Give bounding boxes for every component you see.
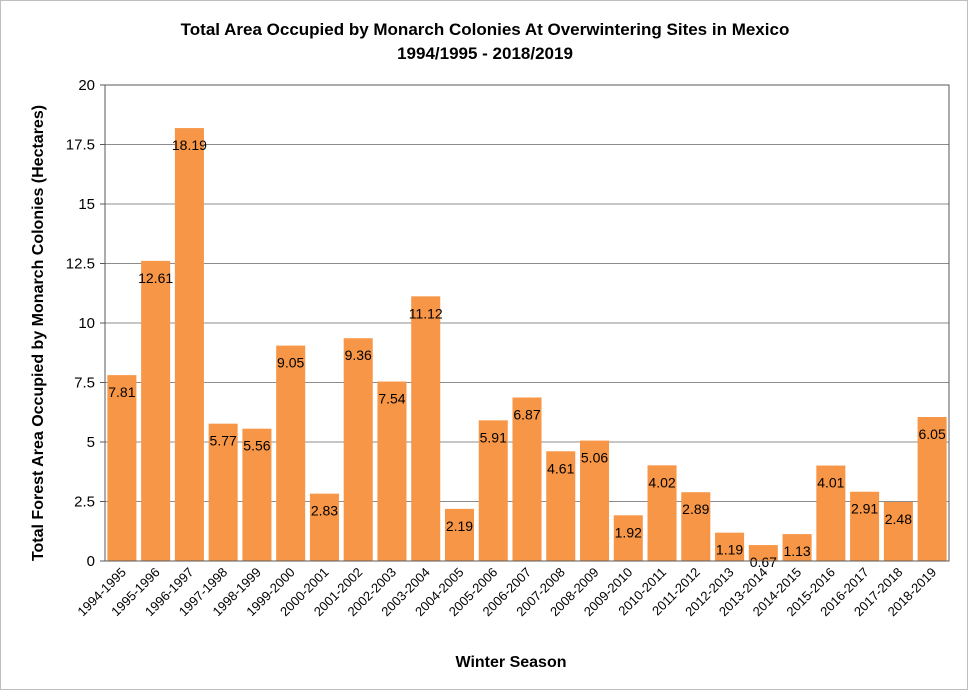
data-label: 4.01 — [817, 475, 844, 491]
y-tick-label: 17.5 — [66, 137, 95, 154]
data-label: 2.19 — [446, 518, 473, 534]
y-tick-label: 12.5 — [66, 256, 95, 273]
bar — [276, 345, 306, 561]
data-label: 4.61 — [547, 460, 574, 476]
data-label: 6.05 — [918, 426, 945, 442]
bar — [343, 338, 373, 561]
bar — [512, 397, 542, 561]
y-tick-label: 15 — [78, 196, 95, 213]
bar — [242, 428, 272, 561]
y-axis-ticks: 0 2.5 5 7.5 10 12.5 15 17.5 20 — [66, 77, 105, 570]
data-label: 2.48 — [885, 511, 912, 527]
y-tick-label: 20 — [78, 77, 95, 94]
data-label: 7.54 — [378, 391, 405, 407]
data-label: 2.83 — [311, 503, 338, 519]
bar — [309, 493, 339, 561]
data-label: 7.81 — [108, 384, 135, 400]
y-axis-title: Total Forest Area Occupied by Monarch Co… — [30, 105, 47, 561]
data-label: 1.19 — [716, 542, 743, 558]
bar — [546, 451, 576, 561]
y-tick-label: 7.5 — [74, 375, 95, 392]
data-label: 11.12 — [409, 305, 443, 321]
data-label: 5.56 — [243, 438, 270, 454]
bar — [883, 501, 913, 561]
bar — [208, 423, 238, 561]
chart-subtitle: 1994/1995 - 2018/2019 — [397, 44, 573, 63]
bar — [917, 417, 947, 561]
y-tick-label: 5 — [87, 434, 95, 451]
bar — [444, 508, 474, 561]
x-axis-title: Winter Season — [456, 654, 567, 671]
data-label: 4.02 — [648, 474, 675, 490]
bar — [715, 532, 745, 561]
y-tick-label: 0 — [87, 553, 95, 570]
bar — [816, 465, 846, 561]
data-label: 1.13 — [783, 543, 810, 559]
bar — [782, 534, 812, 561]
bar — [411, 296, 441, 561]
data-label: 2.91 — [851, 501, 878, 517]
bar — [850, 491, 880, 561]
bar — [681, 492, 711, 561]
plot-area-border — [104, 84, 950, 562]
bars — [107, 128, 947, 561]
bar — [748, 545, 778, 561]
data-labels: 7.81 12.61 18.19 5.77 5.56 9.05 2.83 9.36 7.54 11… — [108, 137, 946, 570]
bar — [613, 515, 643, 561]
data-label: 12.61 — [138, 270, 173, 286]
data-label: 9.36 — [345, 347, 372, 363]
bar — [107, 375, 137, 561]
bar — [478, 420, 508, 561]
data-label: 5.77 — [210, 433, 237, 449]
x-axis-ticks: 1994-19951995-19961996-19971997-19981998… — [74, 565, 939, 620]
data-label: 1.92 — [615, 524, 642, 540]
data-label: 6.87 — [513, 406, 540, 422]
bar — [174, 128, 204, 561]
data-label: 0.67 — [750, 554, 777, 570]
bar — [141, 260, 171, 561]
bar — [647, 465, 677, 561]
chart-title: Total Area Occupied by Monarch Colonies … — [181, 20, 790, 39]
y-tick-label: 2.5 — [74, 494, 95, 511]
data-label: 2.89 — [682, 501, 709, 517]
bar — [377, 381, 407, 561]
bar — [580, 440, 610, 561]
data-label: 9.05 — [277, 355, 304, 371]
data-label: 5.91 — [480, 429, 507, 445]
data-label: 18.19 — [172, 137, 207, 153]
y-tick-label: 10 — [78, 315, 95, 332]
data-label: 5.06 — [581, 450, 608, 466]
